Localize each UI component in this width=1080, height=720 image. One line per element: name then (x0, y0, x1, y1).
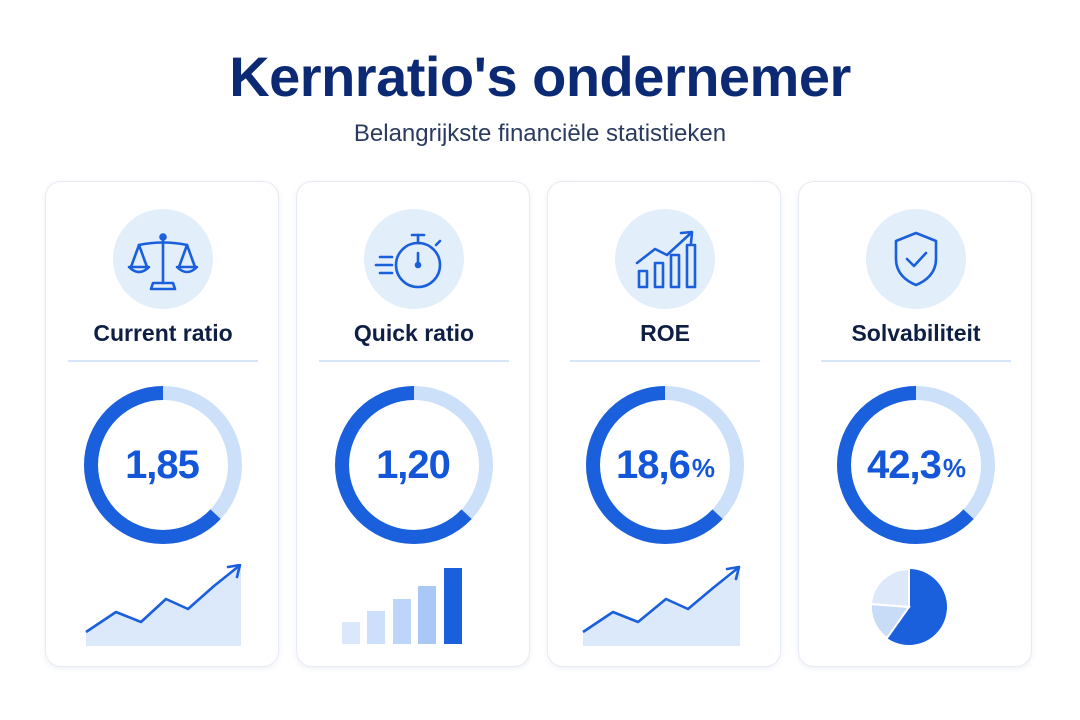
divider (821, 360, 1011, 362)
trend-arrowhead (725, 565, 741, 581)
divider (319, 360, 509, 362)
card-solvabiliteit: Solvabiliteit 42,3% (798, 181, 1032, 667)
gauge-arc (84, 386, 242, 544)
gauge-unit: % (691, 452, 715, 483)
card-title: Quick ratio (353, 320, 475, 346)
pie-slice-small (869, 567, 910, 609)
page-title: Kernratio's ondernemer (229, 45, 851, 108)
card-roe: ROE 18,6% (547, 181, 781, 667)
gauge-arc (335, 386, 493, 544)
gauge-donut: 1,20 (332, 383, 496, 547)
trend-line (582, 566, 739, 634)
bar (367, 611, 385, 644)
divider (68, 360, 258, 362)
bar (418, 586, 436, 644)
card-title: Current ratio (93, 320, 233, 346)
page-subtitle: Belangrijkste financiële statistieken (353, 120, 727, 147)
gauge-donut: 42,3% (834, 383, 998, 547)
shield-check-icon (866, 209, 966, 309)
card-title: Solvabiliteit (851, 320, 981, 346)
trend-line (85, 564, 240, 634)
bar (393, 599, 411, 644)
trend-line-chart (85, 564, 242, 646)
gauge-value: 42,3 (867, 442, 942, 487)
growth-chart-icon (615, 209, 715, 309)
trend-arrowhead (226, 564, 242, 579)
gauge-value: 18,6 (616, 442, 691, 487)
gauge-arc (586, 386, 744, 544)
gauge-value: 1,20 (376, 442, 451, 487)
card-quick-ratio: Quick ratio 1,20 (296, 181, 530, 667)
bar (444, 568, 462, 644)
stopwatch-icon (364, 209, 464, 309)
trend-area (86, 569, 241, 646)
rising-bars-chart (342, 568, 462, 644)
gauge-value: 1,85 (125, 442, 200, 487)
divider (570, 360, 760, 362)
gauge-donut: 18,6% (583, 383, 747, 547)
trend-area (583, 572, 740, 646)
pie-slice-large (887, 569, 947, 645)
gauge-donut: 1,85 (81, 383, 245, 547)
trend-line-chart (582, 565, 741, 646)
bar (342, 622, 360, 644)
pie-chart (869, 567, 947, 645)
scale-icon (113, 209, 213, 309)
gauge-arc (837, 386, 995, 544)
card-current-ratio: Current ratio 1,85 (45, 181, 279, 667)
gauge-unit: % (942, 452, 966, 483)
card-title: ROE (640, 320, 690, 346)
